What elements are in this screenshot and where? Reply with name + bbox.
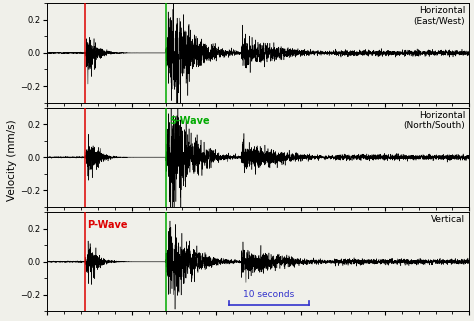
Text: Vertical: Vertical [431,215,465,224]
Text: Velocity (mm/s): Velocity (mm/s) [7,120,17,201]
Text: Horizontal
(North/South): Horizontal (North/South) [403,110,465,130]
Text: S-Wave: S-Wave [170,116,210,126]
Text: 10 seconds: 10 seconds [243,290,294,299]
Text: Horizontal
(East/West): Horizontal (East/West) [413,6,465,26]
Text: P-Wave: P-Wave [88,220,128,230]
